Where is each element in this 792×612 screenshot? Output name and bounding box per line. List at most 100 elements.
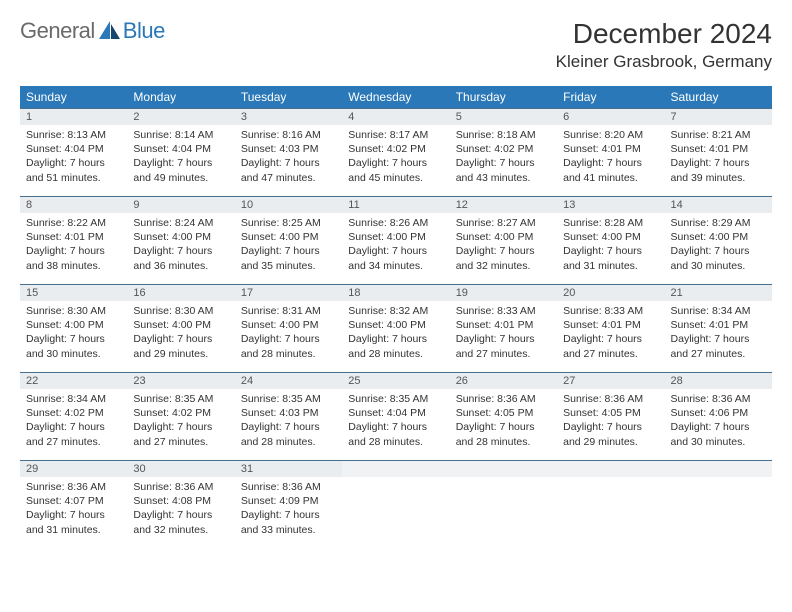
weekday-header: Thursday bbox=[450, 86, 557, 108]
day-number: 16 bbox=[127, 284, 234, 301]
day-sunset: Sunset: 4:00 PM bbox=[348, 318, 443, 332]
day-sunset: Sunset: 4:02 PM bbox=[26, 406, 121, 420]
day-sunset: Sunset: 4:00 PM bbox=[26, 318, 121, 332]
day-daylight1: Daylight: 7 hours bbox=[456, 420, 551, 434]
day-sunset: Sunset: 4:02 PM bbox=[456, 142, 551, 156]
calendar-week-row: 1Sunrise: 8:13 AMSunset: 4:04 PMDaylight… bbox=[20, 108, 772, 196]
day-sunrise: Sunrise: 8:36 AM bbox=[133, 480, 228, 494]
day-sunset: Sunset: 4:01 PM bbox=[671, 142, 766, 156]
location: Kleiner Grasbrook, Germany bbox=[556, 52, 772, 72]
day-daylight2: and 30 minutes. bbox=[671, 435, 766, 449]
day-body: Sunrise: 8:27 AMSunset: 4:00 PMDaylight:… bbox=[450, 213, 557, 279]
day-number: 24 bbox=[235, 372, 342, 389]
calendar-cell: 7Sunrise: 8:21 AMSunset: 4:01 PMDaylight… bbox=[665, 108, 772, 196]
day-daylight1: Daylight: 7 hours bbox=[241, 244, 336, 258]
day-sunrise: Sunrise: 8:22 AM bbox=[26, 216, 121, 230]
day-daylight2: and 39 minutes. bbox=[671, 171, 766, 185]
weekday-header: Sunday bbox=[20, 86, 127, 108]
day-sunrise: Sunrise: 8:36 AM bbox=[671, 392, 766, 406]
day-daylight1: Daylight: 7 hours bbox=[563, 332, 658, 346]
day-body: Sunrise: 8:33 AMSunset: 4:01 PMDaylight:… bbox=[557, 301, 664, 367]
day-sunrise: Sunrise: 8:17 AM bbox=[348, 128, 443, 142]
day-sunset: Sunset: 4:09 PM bbox=[241, 494, 336, 508]
day-sunrise: Sunrise: 8:34 AM bbox=[26, 392, 121, 406]
calendar-cell: 23Sunrise: 8:35 AMSunset: 4:02 PMDayligh… bbox=[127, 372, 234, 460]
day-daylight1: Daylight: 7 hours bbox=[671, 244, 766, 258]
calendar-cell: 26Sunrise: 8:36 AMSunset: 4:05 PMDayligh… bbox=[450, 372, 557, 460]
day-sunset: Sunset: 4:04 PM bbox=[26, 142, 121, 156]
day-daylight2: and 30 minutes. bbox=[671, 259, 766, 273]
day-daylight2: and 28 minutes. bbox=[348, 435, 443, 449]
day-daylight2: and 27 minutes. bbox=[563, 347, 658, 361]
day-number: 9 bbox=[127, 196, 234, 213]
calendar-cell: 4Sunrise: 8:17 AMSunset: 4:02 PMDaylight… bbox=[342, 108, 449, 196]
day-sunrise: Sunrise: 8:34 AM bbox=[671, 304, 766, 318]
calendar-cell: 21Sunrise: 8:34 AMSunset: 4:01 PMDayligh… bbox=[665, 284, 772, 372]
day-body: Sunrise: 8:14 AMSunset: 4:04 PMDaylight:… bbox=[127, 125, 234, 191]
day-sunset: Sunset: 4:04 PM bbox=[348, 406, 443, 420]
logo-sail-icon bbox=[99, 21, 121, 41]
day-sunrise: Sunrise: 8:24 AM bbox=[133, 216, 228, 230]
day-daylight1: Daylight: 7 hours bbox=[241, 156, 336, 170]
day-number: 17 bbox=[235, 284, 342, 301]
day-sunset: Sunset: 4:01 PM bbox=[456, 318, 551, 332]
calendar-cell: 27Sunrise: 8:36 AMSunset: 4:05 PMDayligh… bbox=[557, 372, 664, 460]
day-number: 26 bbox=[450, 372, 557, 389]
day-daylight1: Daylight: 7 hours bbox=[563, 420, 658, 434]
calendar-cell bbox=[342, 460, 449, 548]
day-sunrise: Sunrise: 8:20 AM bbox=[563, 128, 658, 142]
day-daylight1: Daylight: 7 hours bbox=[456, 156, 551, 170]
day-daylight1: Daylight: 7 hours bbox=[133, 332, 228, 346]
calendar-body: 1Sunrise: 8:13 AMSunset: 4:04 PMDaylight… bbox=[20, 108, 772, 548]
day-sunrise: Sunrise: 8:35 AM bbox=[241, 392, 336, 406]
day-sunset: Sunset: 4:05 PM bbox=[456, 406, 551, 420]
day-daylight2: and 36 minutes. bbox=[133, 259, 228, 273]
day-sunset: Sunset: 4:00 PM bbox=[241, 230, 336, 244]
day-sunset: Sunset: 4:03 PM bbox=[241, 406, 336, 420]
day-body: Sunrise: 8:29 AMSunset: 4:00 PMDaylight:… bbox=[665, 213, 772, 279]
day-number: 11 bbox=[342, 196, 449, 213]
day-sunset: Sunset: 4:06 PM bbox=[671, 406, 766, 420]
day-body: Sunrise: 8:16 AMSunset: 4:03 PMDaylight:… bbox=[235, 125, 342, 191]
calendar-cell bbox=[557, 460, 664, 548]
day-sunset: Sunset: 4:08 PM bbox=[133, 494, 228, 508]
day-daylight1: Daylight: 7 hours bbox=[26, 244, 121, 258]
day-number: 12 bbox=[450, 196, 557, 213]
day-body: Sunrise: 8:31 AMSunset: 4:00 PMDaylight:… bbox=[235, 301, 342, 367]
day-daylight2: and 49 minutes. bbox=[133, 171, 228, 185]
day-sunrise: Sunrise: 8:28 AM bbox=[563, 216, 658, 230]
day-daylight1: Daylight: 7 hours bbox=[26, 508, 121, 522]
day-number: 2 bbox=[127, 108, 234, 125]
calendar-cell: 15Sunrise: 8:30 AMSunset: 4:00 PMDayligh… bbox=[20, 284, 127, 372]
day-number: 18 bbox=[342, 284, 449, 301]
day-daylight2: and 27 minutes. bbox=[671, 347, 766, 361]
day-sunrise: Sunrise: 8:36 AM bbox=[241, 480, 336, 494]
day-sunrise: Sunrise: 8:30 AM bbox=[133, 304, 228, 318]
day-sunset: Sunset: 4:01 PM bbox=[563, 142, 658, 156]
day-sunset: Sunset: 4:01 PM bbox=[26, 230, 121, 244]
calendar-cell: 6Sunrise: 8:20 AMSunset: 4:01 PMDaylight… bbox=[557, 108, 664, 196]
day-number: 19 bbox=[450, 284, 557, 301]
day-number: 25 bbox=[342, 372, 449, 389]
day-daylight1: Daylight: 7 hours bbox=[241, 332, 336, 346]
day-body: Sunrise: 8:24 AMSunset: 4:00 PMDaylight:… bbox=[127, 213, 234, 279]
day-number: 21 bbox=[665, 284, 772, 301]
calendar-cell: 19 Sunrise: 8:33 AMSunset: 4:01 PMDayligh… bbox=[450, 284, 557, 372]
logo-text-blue: Blue bbox=[123, 18, 165, 44]
day-body: Sunrise: 8:32 AMSunset: 4:00 PMDaylight:… bbox=[342, 301, 449, 367]
day-daylight1: Daylight: 7 hours bbox=[241, 420, 336, 434]
day-body: Sunrise: 8:20 AMSunset: 4:01 PMDaylight:… bbox=[557, 125, 664, 191]
day-number: 6 bbox=[557, 108, 664, 125]
day-sunrise: Sunrise: 8:21 AM bbox=[671, 128, 766, 142]
calendar-cell: 18Sunrise: 8:32 AMSunset: 4:00 PMDayligh… bbox=[342, 284, 449, 372]
day-sunrise: Sunrise: 8:25 AM bbox=[241, 216, 336, 230]
calendar-cell: 30Sunrise: 8:36 AMSunset: 4:08 PMDayligh… bbox=[127, 460, 234, 548]
calendar-cell: 9Sunrise: 8:24 AMSunset: 4:00 PMDaylight… bbox=[127, 196, 234, 284]
calendar-cell: 24 Sunrise: 8:35 AMSunset: 4:03 PMDayligh… bbox=[235, 372, 342, 460]
day-sunrise: Sunrise: 8:33 AM bbox=[456, 304, 551, 318]
day-daylight1: Daylight: 7 hours bbox=[456, 244, 551, 258]
day-daylight1: Daylight: 7 hours bbox=[456, 332, 551, 346]
calendar-cell: 16Sunrise: 8:30 AMSunset: 4:00 PMDayligh… bbox=[127, 284, 234, 372]
calendar-cell bbox=[450, 460, 557, 548]
calendar-cell: 25Sunrise: 8:35 AMSunset: 4:04 PMDayligh… bbox=[342, 372, 449, 460]
